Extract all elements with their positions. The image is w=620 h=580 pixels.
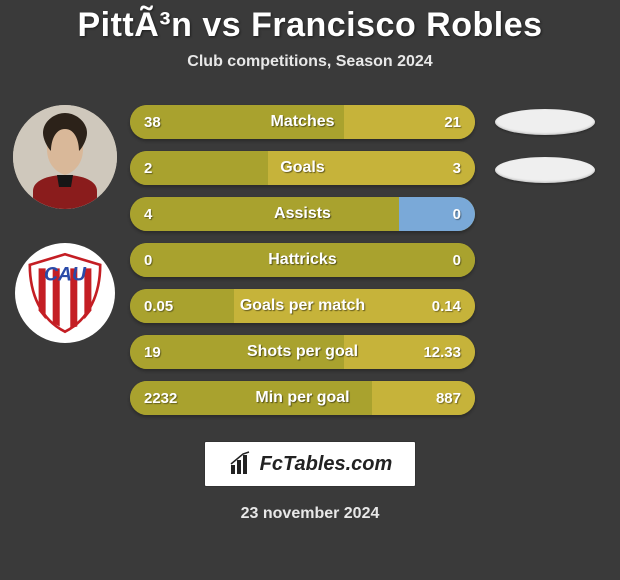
stat-right-segment: 12.33 [344,335,475,369]
comparison-card: PittÃ³n vs Francisco Robles Club competi… [0,0,620,580]
stat-row: 1912.33Shots per goal [130,335,475,369]
stat-right-segment: 21 [344,105,475,139]
stat-left-value: 38 [144,114,161,131]
stat-row: 23Goals [130,151,475,185]
stat-left-value: 0 [144,252,152,269]
stat-right-value: 0 [453,206,461,223]
stat-left-segment: 4 [130,197,399,231]
stat-right-segment: 0.14 [234,289,476,323]
stat-left-segment: 0 [130,243,303,277]
right-column [475,95,615,415]
footer-date: 23 november 2024 [241,505,380,523]
bar-chart-icon [228,451,254,477]
stat-right-value: 0 [453,252,461,269]
stat-left-value: 0.05 [144,298,173,315]
svg-text:CAU: CAU [44,264,87,286]
left-column: CAU [0,95,130,415]
stat-left-segment: 19 [130,335,344,369]
stat-right-value: 12.33 [423,344,461,361]
stat-left-segment: 38 [130,105,344,139]
stat-left-segment: 0.05 [130,289,234,323]
stat-right-value: 21 [444,114,461,131]
club-crest-icon: CAU [21,249,109,337]
player-silhouette-icon [13,105,117,209]
ellipse-marker-1 [495,109,595,135]
stat-right-segment: 0 [303,243,476,277]
stat-left-value: 2 [144,160,152,177]
stat-left-segment: 2232 [130,381,372,415]
club-badge: CAU [15,243,115,343]
stat-row: 3821Matches [130,105,475,139]
stat-row: 40Assists [130,197,475,231]
page-subtitle: Club competitions, Season 2024 [187,53,432,71]
stat-right-segment: 3 [268,151,475,185]
stat-right-segment: 0 [399,197,475,231]
stat-right-value: 0.14 [432,298,461,315]
ellipse-marker-2 [495,157,595,183]
stat-right-value: 3 [453,160,461,177]
stats-column: 3821Matches23Goals40Assists00Hattricks0.… [130,95,475,415]
brand-text: FcTables.com [260,453,393,476]
stat-right-segment: 887 [372,381,476,415]
player-photo [13,105,117,209]
content-row: CAU 3821Matches23Goals40Assists00Hattric… [0,95,620,415]
stat-row: 0.050.14Goals per match [130,289,475,323]
brand-logo-box: FcTables.com [204,441,416,487]
footer: FcTables.com 23 november 2024 [204,441,416,523]
stat-right-value: 887 [436,390,461,407]
stat-row: 2232887Min per goal [130,381,475,415]
page-title: PittÃ³n vs Francisco Robles [77,6,542,45]
stat-left-value: 2232 [144,390,177,407]
stat-row: 00Hattricks [130,243,475,277]
stat-left-segment: 2 [130,151,268,185]
stat-left-value: 19 [144,344,161,361]
stat-left-value: 4 [144,206,152,223]
